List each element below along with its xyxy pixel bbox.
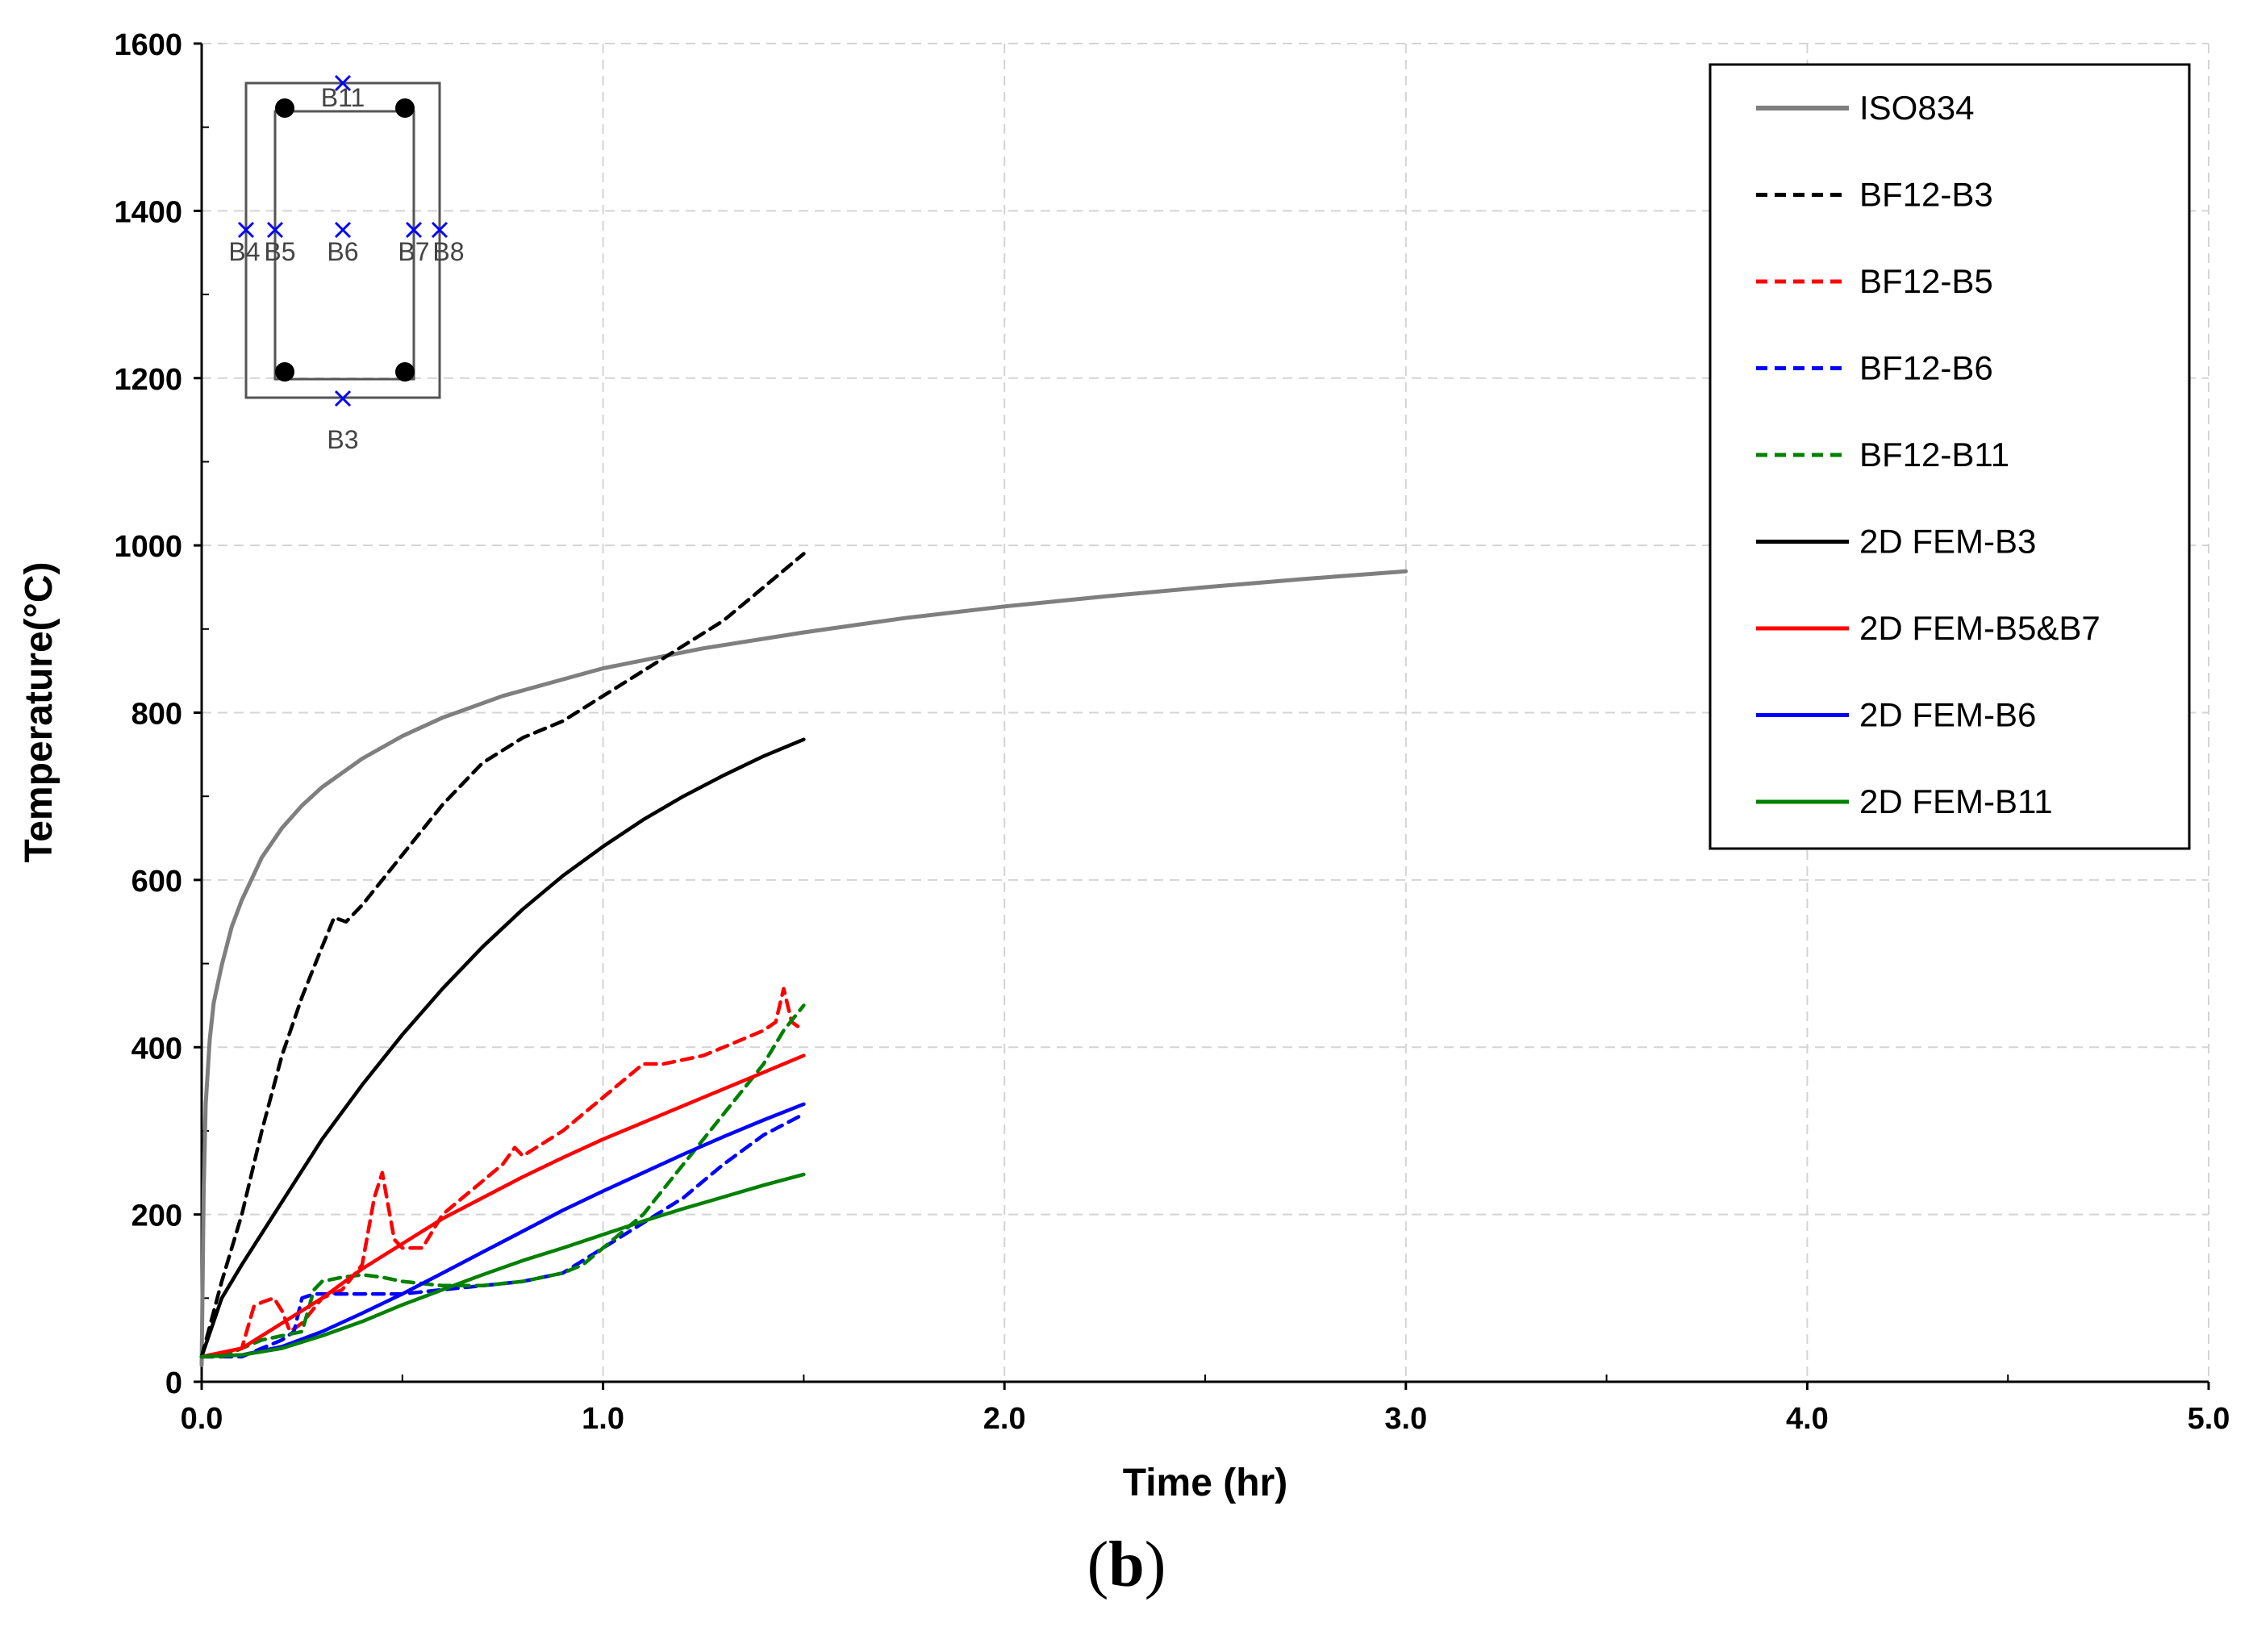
x-tick-label: 1.0: [582, 1402, 624, 1436]
rebar-dot: [395, 362, 415, 382]
rebar-dot: [275, 362, 294, 382]
x-tick-label: 5.0: [2188, 1402, 2230, 1436]
y-tick-label: 1000: [114, 530, 182, 564]
legend-label: 2D FEM-B6: [1859, 696, 2036, 734]
legend-label: BF12-B6: [1859, 349, 1993, 387]
sensor-x-mark: [266, 221, 284, 239]
y-tick-label: 600: [131, 865, 182, 899]
sensor-marks: [237, 74, 449, 407]
sensor-x-mark: [431, 221, 449, 239]
x-tick-label: 4.0: [1786, 1402, 1829, 1436]
series-line-bf12-b5: [199, 987, 806, 1359]
series-line-2d-fem-b5-b7: [199, 1053, 806, 1359]
sensor-label-b3: B3: [327, 425, 358, 454]
sensor-label-b6: B6: [327, 237, 358, 266]
x-tick-label: 3.0: [1384, 1402, 1427, 1436]
rebar-dot: [395, 98, 415, 118]
legend-label: ISO834: [1859, 89, 1974, 127]
x-tick-label: 0.0: [181, 1402, 223, 1436]
legend-items: ISO834 BF12-B3 BF12-B5 BF12-B6 BF12-B11 2D FE…: [1756, 89, 2101, 820]
series-line-iso834: [199, 569, 1408, 1367]
legend-label: 2D FEM-B3: [1859, 523, 2036, 561]
tick-labels: 0.0 1.0 2.0 3.0 4.0 5.0 0 200 400 600 800 1000 1200 1…: [114, 28, 2230, 1436]
y-tick-label: 1600: [114, 28, 182, 62]
inset-stirrup: [273, 110, 415, 381]
y-tick-label: 1400: [114, 195, 182, 229]
series-line-bf12-b6: [199, 1112, 806, 1359]
sensor-label-b5: B5: [264, 237, 295, 266]
y-tick-label: 200: [131, 1199, 182, 1233]
series-line-2d-fem-b3: [199, 737, 806, 1359]
y-tick-label: 400: [131, 1032, 182, 1066]
sensor-label-b8: B8: [432, 237, 464, 266]
series-lines: [199, 552, 1408, 1367]
sensor-label-b11: B11: [321, 83, 365, 112]
series-line-bf12-b11: [199, 1003, 806, 1359]
legend-label: BF12-B3: [1859, 176, 1993, 214]
cross-section-inset: B11 B4 B5 B6 B7 B8 B3: [228, 74, 465, 454]
legend-label: BF12-B11: [1859, 436, 2009, 473]
y-tick-label: 800: [131, 698, 182, 732]
x-axis-title: Time (hr): [1123, 1462, 1287, 1504]
legend-label: 2D FEM-B5&B7: [1859, 609, 2101, 647]
y-axis-title: Temperature(°C): [18, 561, 60, 862]
legend-label: 2D FEM-B11: [1859, 782, 2053, 820]
sensor-x-mark: [334, 390, 352, 407]
rebar-dot: [275, 98, 294, 118]
sensor-label-b4: B4: [228, 237, 260, 266]
sensor-x-mark: [237, 221, 255, 239]
x-tick-label: 2.0: [983, 1402, 1026, 1436]
series-line-bf12-b3: [199, 552, 806, 1359]
legend-box: [1709, 63, 2191, 850]
sensor-x-mark: [334, 221, 352, 239]
panel-label: (b): [1087, 1529, 1166, 1600]
series-line-2d-fem-b11: [199, 1172, 806, 1359]
y-tick-label: 0: [165, 1366, 182, 1400]
sensor-label-b7: B7: [398, 237, 429, 266]
series-line-2d-fem-b6: [199, 1102, 806, 1359]
y-tick-label: 1200: [114, 363, 182, 397]
legend: ISO834 BF12-B3 BF12-B5 BF12-B6 BF12-B11 2D FE…: [1709, 63, 2191, 850]
sensor-x-mark: [405, 221, 423, 239]
sensor-x-mark: [334, 74, 352, 92]
legend-label: BF12-B5: [1859, 262, 1993, 300]
